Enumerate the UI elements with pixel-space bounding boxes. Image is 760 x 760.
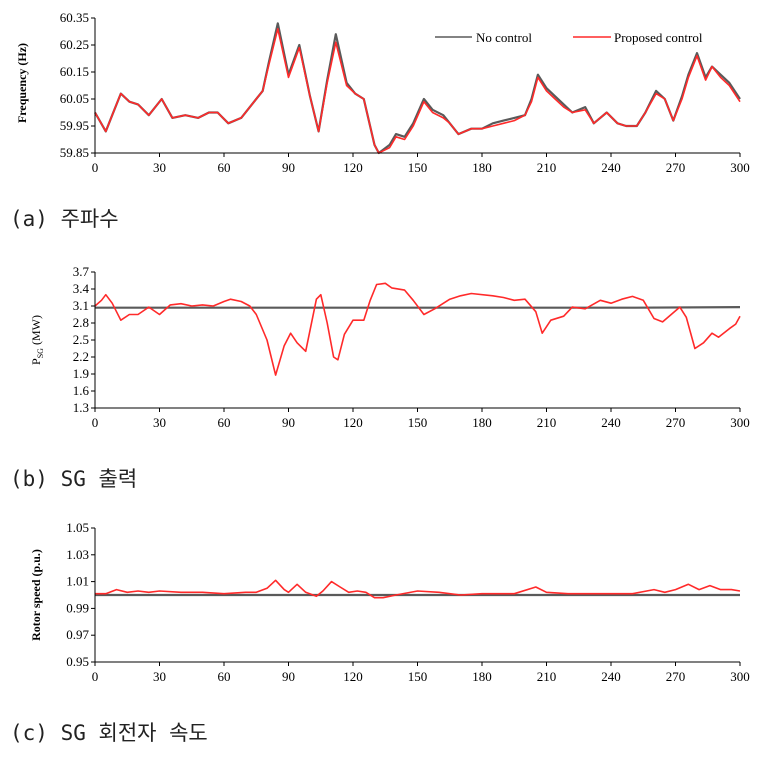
rotor-speed-x-tick-label: 270 <box>666 669 686 684</box>
frequency-x-tick-label: 210 <box>537 160 557 175</box>
frequency-x-tick-label: 60 <box>218 160 231 175</box>
sg-output-series-proposed-control <box>94 282 741 376</box>
frequency-y-tick-label: 60.15 <box>60 64 89 79</box>
sg-output-y-tick-label: 3.4 <box>73 281 90 296</box>
legend-proposed-label: Proposed control <box>614 30 703 45</box>
sg-output-x-tick-label: 0 <box>92 415 99 430</box>
frequency-series-proposed-control <box>94 28 741 154</box>
legend: No control Proposed control <box>435 30 703 45</box>
sg-output-x-tick-label: 300 <box>730 415 750 430</box>
sg-output-y-tick-label: 3.1 <box>73 298 89 313</box>
frequency-x-tick-label: 150 <box>408 160 428 175</box>
rotor-speed-x-tick-label: 0 <box>92 669 99 684</box>
frequency-plot-area: 59.85 59.95 60.05 60.15 60.25 60.35 0 30 60 90 120… <box>60 10 750 175</box>
sg-output-y-tick-label: 3.7 <box>73 264 90 279</box>
sg-output-plot-area: 1.3 1.6 1.9 2.2 2.5 2.8 3.1 3.4 3.7 0 30 60 90 120 150… <box>73 264 750 430</box>
rotor-speed-plot-area: 0.95 0.97 0.99 1.01 1.03 1.05 0 30 60 90 120 150 180… <box>66 520 750 684</box>
sg-output-x-tick-label: 150 <box>408 415 428 430</box>
rotor-speed-y-tick-label: 1.03 <box>66 547 89 562</box>
sg-output-y-tick-label: 2.2 <box>73 349 89 364</box>
frequency-y-tick-label: 60.25 <box>60 37 89 52</box>
frequency-x-tick-label: 270 <box>666 160 686 175</box>
sg-output-x-tick-label: 270 <box>666 415 686 430</box>
frequency-x-tick-label: 120 <box>343 160 363 175</box>
rotor-speed-x-tick-label: 120 <box>343 669 363 684</box>
sg-output-y-axis-label: PSG (MW) <box>29 315 45 365</box>
sg-output-x-tick-label: 120 <box>343 415 363 430</box>
frequency-y-tick-label: 59.85 <box>60 145 89 160</box>
frequency-x-tick-label: 300 <box>730 160 750 175</box>
rotor-speed-caption: (c) SG 회전자 속도 <box>10 721 208 745</box>
sg-output-y-tick-label: 1.3 <box>73 400 89 415</box>
rotor-speed-series-proposed-control <box>95 579 741 599</box>
sg-output-caption: (b) SG 출력 <box>10 467 137 491</box>
sg-output-x-tick-label: 210 <box>537 415 557 430</box>
rotor-speed-y-tick-label: 0.95 <box>66 654 89 669</box>
sg-output-x-tick-label: 30 <box>153 415 166 430</box>
rotor-speed-x-tick-label: 60 <box>218 669 231 684</box>
frequency-x-tick-label: 180 <box>472 160 492 175</box>
rotor-speed-chart: 0.95 0.97 0.99 1.01 1.03 1.05 0 30 60 90 120 150 180… <box>10 520 750 745</box>
sg-output-x-tick-label: 180 <box>472 415 492 430</box>
rotor-speed-y-tick-label: 1.01 <box>66 574 89 589</box>
legend-no-control-label: No control <box>476 30 532 45</box>
rotor-speed-y-tick-label: 0.97 <box>66 627 89 642</box>
rotor-speed-x-tick-label: 210 <box>537 669 557 684</box>
frequency-x-tick-label: 0 <box>92 160 99 175</box>
frequency-y-tick-label: 60.05 <box>60 91 89 106</box>
sg-output-y-tick-label: 1.6 <box>73 383 90 398</box>
frequency-x-tick-label: 240 <box>601 160 621 175</box>
frequency-chart: 59.85 59.95 60.05 60.15 60.25 60.35 0 30 60 90 120… <box>10 10 750 231</box>
sg-output-y-tick-label: 1.9 <box>73 366 89 381</box>
sg-output-x-tick-label: 60 <box>218 415 231 430</box>
rotor-speed-x-tick-label: 30 <box>153 669 166 684</box>
rotor-speed-x-tick-label: 240 <box>601 669 621 684</box>
sg-output-series-no-control <box>95 306 741 309</box>
sg-output-y-tick-label: 2.8 <box>73 315 89 330</box>
rotor-speed-x-tick-label: 180 <box>472 669 492 684</box>
rotor-speed-x-tick-label: 300 <box>730 669 750 684</box>
rotor-speed-x-tick-label: 150 <box>408 669 428 684</box>
frequency-x-tick-label: 30 <box>153 160 166 175</box>
rotor-speed-x-tick-label: 90 <box>282 669 295 684</box>
sg-output-y-tick-label: 2.5 <box>73 332 89 347</box>
rotor-speed-y-tick-label: 0.99 <box>66 600 89 615</box>
frequency-y-tick-label: 59.95 <box>60 118 89 133</box>
frequency-y-tick-label: 60.35 <box>60 10 89 25</box>
frequency-caption: (a) 주파수 <box>10 207 119 231</box>
sg-output-x-tick-label: 90 <box>282 415 295 430</box>
frequency-x-tick-label: 90 <box>282 160 295 175</box>
rotor-speed-y-tick-label: 1.05 <box>66 520 89 535</box>
frequency-y-axis-label: Frequency (Hz) <box>15 43 29 123</box>
sg-output-chart: 1.3 1.6 1.9 2.2 2.5 2.8 3.1 3.4 3.7 0 30 60 90 120 150… <box>10 264 750 491</box>
rotor-speed-y-axis-label: Rotor speed (p.u.) <box>29 549 43 641</box>
sg-output-x-tick-label: 240 <box>601 415 621 430</box>
